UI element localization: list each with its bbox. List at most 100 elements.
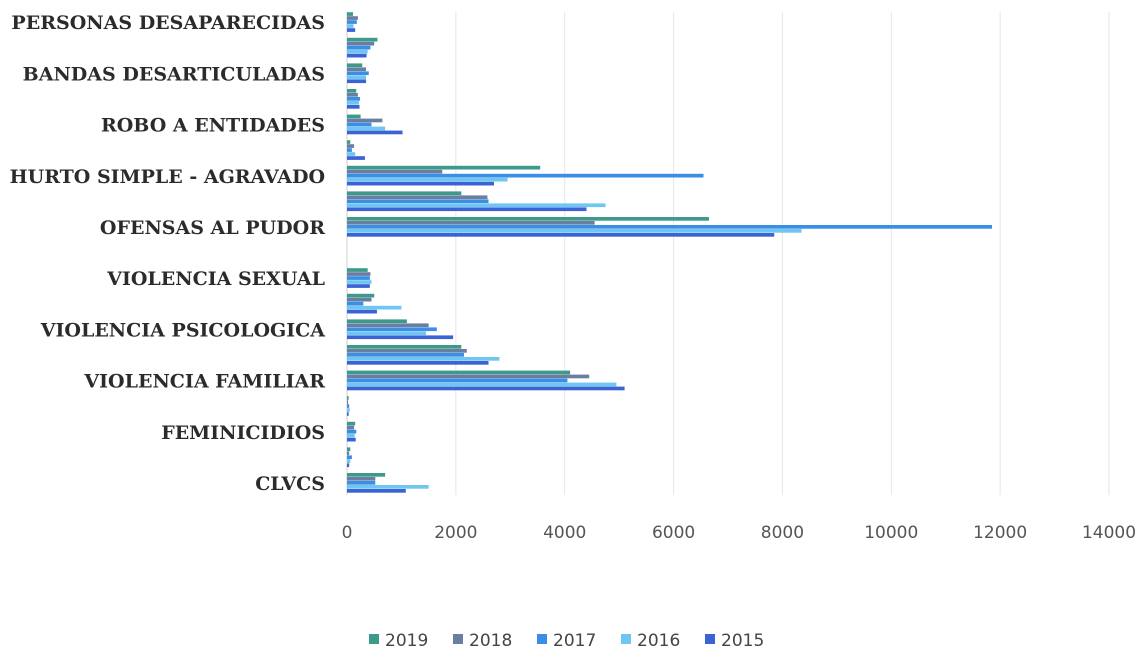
bar [347, 353, 465, 357]
legend-swatch [705, 634, 715, 644]
legend-label: 2018 [469, 631, 512, 651]
bar [347, 49, 368, 54]
bar [347, 191, 462, 196]
bar [347, 89, 357, 93]
bar [347, 382, 617, 387]
bar [347, 374, 590, 379]
category-label: VIOLENCIA FAMILIAR [83, 371, 325, 393]
gridlines [346, 12, 1110, 495]
bar [347, 217, 709, 221]
bars [347, 12, 992, 493]
category-label: VIOLENCIA SEXUAL [106, 268, 325, 290]
category-label: CLVCS [255, 473, 325, 495]
bar [347, 63, 363, 68]
bar [347, 335, 454, 340]
bar [347, 144, 355, 148]
bar [347, 53, 367, 58]
bar [347, 97, 361, 101]
bar [347, 429, 357, 434]
bar [347, 203, 606, 208]
category-label: PERSONAS DESAPARECIDAS [11, 12, 325, 34]
bar [347, 169, 443, 174]
bar [347, 177, 508, 182]
bar [347, 12, 353, 16]
bar [347, 284, 370, 288]
bar [347, 118, 383, 123]
bar [347, 75, 367, 80]
x-tick-label: 0 [342, 523, 353, 543]
x-tick-label: 2000 [434, 523, 477, 543]
bar [347, 71, 369, 76]
bar [347, 293, 375, 298]
bar [347, 378, 568, 383]
bar [347, 349, 467, 353]
bar [347, 280, 372, 284]
legend-swatch [369, 634, 379, 644]
legend-label: 2016 [637, 631, 680, 651]
bar [347, 327, 437, 332]
category-label: HURTO SIMPLE - AGRAVADO [10, 166, 325, 188]
category-label: OFENSAS AL PUDOR [100, 217, 325, 239]
bar [347, 370, 571, 375]
bar [347, 331, 426, 336]
bar [347, 400, 349, 404]
bar [347, 114, 361, 119]
bar [347, 455, 352, 460]
bar [347, 425, 355, 430]
bar [347, 152, 356, 156]
x-tick-label: 12000 [973, 523, 1027, 543]
x-tick-label: 14000 [1082, 523, 1136, 543]
bar [347, 477, 376, 481]
x-tick-label: 4000 [543, 523, 586, 543]
bar [347, 396, 349, 400]
bar [347, 165, 541, 170]
category-label: ROBO A ENTIDADES [101, 115, 325, 137]
bar [347, 181, 494, 186]
bar [347, 319, 407, 324]
bar [347, 447, 351, 452]
legend-swatch [621, 634, 631, 644]
bar [347, 221, 595, 225]
x-tick-label: 10000 [864, 523, 918, 543]
bar [347, 485, 429, 489]
legend-label: 2019 [385, 631, 428, 651]
bar [347, 473, 386, 477]
bar [347, 297, 372, 302]
bar [347, 276, 370, 280]
bar [347, 404, 350, 408]
x-axis-ticks: 0 2000 4000 6000 8000 10000 12000 14000 [342, 523, 1136, 543]
bar [347, 199, 489, 204]
bar [347, 156, 365, 160]
bar [347, 130, 403, 135]
bar [347, 67, 367, 72]
bar [347, 386, 625, 391]
bar [347, 28, 356, 32]
category-label: VIOLENCIA PSICOLOGICA [40, 319, 325, 341]
bar [347, 463, 350, 468]
bar [347, 45, 371, 50]
bar [347, 408, 350, 412]
bar [347, 345, 462, 349]
bar [347, 24, 354, 28]
bar [347, 233, 775, 237]
bar [347, 433, 355, 438]
bar [347, 148, 352, 152]
bar [347, 309, 377, 314]
bar [347, 79, 367, 84]
bar [347, 451, 350, 456]
bar [347, 459, 351, 464]
bar [347, 225, 992, 229]
bar [347, 195, 488, 200]
bar [347, 173, 704, 178]
x-tick-label: 8000 [761, 523, 804, 543]
bar [347, 37, 378, 42]
bar [347, 481, 376, 485]
bar [347, 122, 372, 127]
legend: 2019 2018 2017 2016 2015 [369, 631, 764, 651]
bar [347, 489, 406, 493]
bar [347, 140, 351, 144]
bar [347, 20, 357, 24]
legend-label: 2015 [721, 631, 764, 651]
category-label: BANDAS DESARTICULADAS [23, 63, 325, 85]
